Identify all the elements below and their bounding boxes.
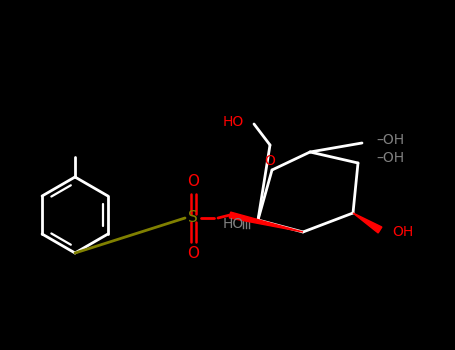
Text: HO: HO: [223, 115, 244, 129]
Text: O: O: [187, 175, 199, 189]
Text: HO: HO: [223, 217, 244, 231]
Text: S: S: [188, 210, 198, 225]
Text: –OH: –OH: [376, 133, 404, 147]
Polygon shape: [353, 213, 382, 233]
Polygon shape: [229, 212, 303, 232]
Text: O: O: [264, 154, 275, 168]
Text: O: O: [187, 246, 199, 261]
Text: OH: OH: [392, 225, 413, 239]
Text: –OH: –OH: [376, 151, 404, 165]
